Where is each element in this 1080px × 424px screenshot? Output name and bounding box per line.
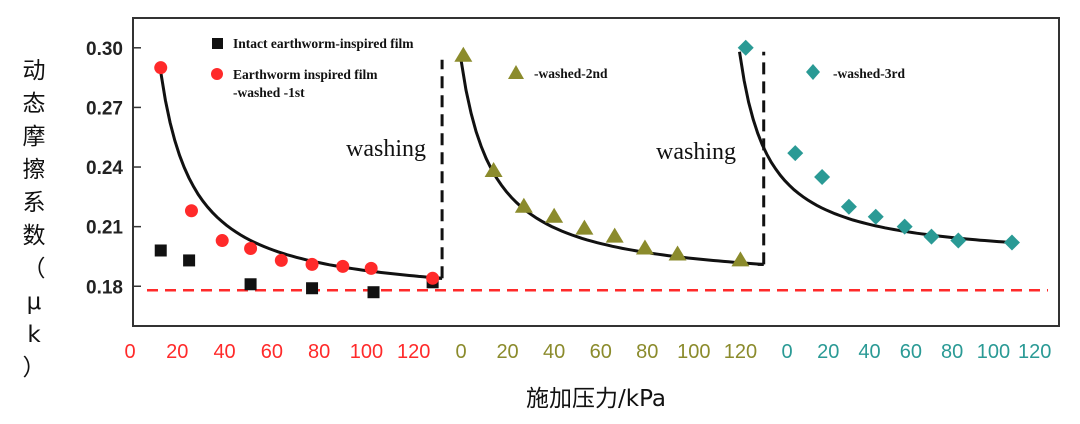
- point-triangle-9: [731, 251, 750, 267]
- x-axis: 0 20 40 60 80 100 120 0 20 40 60 80 100 120 0 20 40 60 80 1…: [124, 341, 1051, 363]
- point-diamond-1: [737, 39, 754, 56]
- point-triangle-2: [484, 162, 503, 178]
- x-tick-label: 100: [977, 341, 1010, 363]
- y-tick-label: 0.21: [86, 218, 123, 239]
- point-circle-6: [305, 257, 319, 271]
- legend-marker-washed-1st: [211, 68, 223, 80]
- x-tick-label: 80: [308, 341, 330, 363]
- x-tick-label: 60: [261, 341, 283, 363]
- x-tick-label: 120: [1018, 341, 1051, 363]
- x-tick-label: 20: [817, 341, 839, 363]
- y-tick-label: 0.18: [86, 277, 123, 298]
- x-tick-label: 80: [636, 341, 658, 363]
- fit-curve-2: [459, 59, 764, 266]
- y-axis-label-char: 数: [23, 223, 46, 249]
- data-points: [154, 39, 1020, 299]
- point-diamond-3: [814, 168, 831, 185]
- fit-curve-1: [159, 71, 443, 280]
- legend-label-washed-1st-line1: Earthworm inspired film: [233, 67, 378, 82]
- x-tick-label: 40: [858, 341, 880, 363]
- annotation-washing-2: washing: [656, 139, 736, 165]
- y-axis-label-char: 摩: [23, 124, 46, 150]
- point-circle-9: [426, 271, 440, 285]
- point-circle-7: [336, 259, 350, 273]
- x-tick-label: 80: [941, 341, 963, 363]
- x-tick-label: 120: [397, 341, 430, 363]
- y-axis-label-char: μ: [27, 289, 42, 315]
- y-axis-label-char: k: [27, 322, 41, 348]
- point-square-1: [154, 244, 167, 257]
- point-triangle-7: [635, 239, 654, 255]
- annotation-washing-1: washing: [346, 136, 426, 162]
- legend-label-intact: Intact earthworm-inspired film: [233, 36, 414, 51]
- y-axis-label-char: 态: [23, 91, 46, 117]
- point-square-2: [183, 254, 196, 267]
- y-tick-label: 0.24: [86, 158, 123, 179]
- fit-curves: [159, 51, 1013, 280]
- x-tick-label: 40: [213, 341, 235, 363]
- point-square-4: [306, 282, 319, 295]
- x-tick-label: 100: [677, 341, 710, 363]
- point-circle-3: [215, 234, 229, 248]
- point-diamond-5: [867, 208, 884, 225]
- fit-curve-3: [738, 51, 1013, 244]
- legend-label-washed-1st-line2: -washed -1st: [233, 85, 305, 100]
- x-tick-label: 20: [496, 341, 518, 363]
- point-triangle-5: [575, 219, 594, 235]
- x-tick-label: 120: [724, 341, 757, 363]
- point-circle-4: [244, 242, 258, 256]
- legend: Intact earthworm-inspired film Earthworm…: [211, 36, 905, 100]
- y-axis-label-char: 系: [23, 190, 46, 216]
- point-triangle-3: [514, 197, 533, 213]
- point-square-3: [244, 278, 257, 291]
- point-circle-5: [274, 253, 288, 267]
- point-diamond-8: [950, 232, 967, 249]
- point-triangle-6: [605, 227, 624, 243]
- point-diamond-2: [787, 145, 804, 162]
- point-circle-2: [184, 204, 198, 218]
- plot-frame: [132, 17, 1060, 327]
- x-tick-label: 0: [124, 341, 135, 363]
- legend-label-washed-3rd: -washed-3rd: [833, 66, 905, 81]
- y-axis-label-char: ）: [23, 355, 46, 381]
- point-triangle-8: [668, 245, 687, 261]
- point-circle-1: [154, 61, 168, 75]
- y-axis-label-char: 擦: [23, 157, 46, 183]
- x-tick-label: 20: [166, 341, 188, 363]
- y-axis-label-char: （: [23, 256, 46, 282]
- point-triangle-4: [545, 207, 564, 223]
- y-axis-label-char: 动: [23, 58, 46, 84]
- point-diamond-9: [1003, 234, 1020, 251]
- x-tick-label: 40: [543, 341, 565, 363]
- point-diamond-7: [923, 228, 940, 245]
- legend-marker-washed-3rd: [806, 64, 820, 80]
- point-square-5: [367, 286, 380, 299]
- x-tick-label: 100: [350, 341, 383, 363]
- legend-marker-washed-2nd: [508, 65, 524, 79]
- y-axis: 0.18 0.21 0.24 0.27 0.30: [86, 39, 141, 298]
- legend-label-washed-2nd: -washed-2nd: [534, 66, 608, 81]
- x-axis-label: 施加压力/kPa: [526, 386, 666, 412]
- y-tick-label: 0.30: [86, 39, 123, 60]
- x-tick-label: 0: [455, 341, 466, 363]
- point-diamond-6: [896, 218, 913, 235]
- legend-marker-intact: [212, 38, 223, 49]
- point-triangle-1: [454, 46, 473, 62]
- point-diamond-4: [840, 198, 857, 215]
- x-tick-label: 0: [781, 341, 792, 363]
- point-circle-8: [364, 261, 378, 275]
- x-tick-label: 60: [900, 341, 922, 363]
- y-tick-label: 0.27: [86, 98, 123, 119]
- x-tick-label: 60: [590, 341, 612, 363]
